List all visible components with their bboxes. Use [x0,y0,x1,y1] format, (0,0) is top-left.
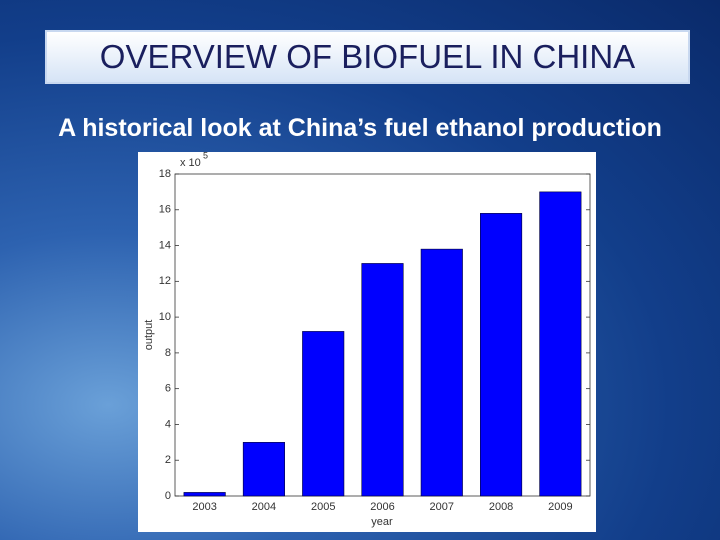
y-tick-label: 2 [165,454,171,466]
y-tick-label: 4 [165,418,171,430]
bar [420,248,463,497]
y-axis-label: output [143,320,155,351]
slide-title: OVERVIEW OF BIOFUEL IN CHINA [45,30,690,84]
bar [183,492,226,497]
x-tick-label: 2008 [489,501,513,513]
y-tick-label: 10 [159,311,171,323]
y-tick-label: 8 [165,347,171,359]
bar [302,331,345,497]
scale-label: x 10 [180,157,201,169]
bar [242,442,285,497]
scale-exponent: 5 [203,150,208,160]
slide-subtitle: A historical look at China’s fuel ethano… [58,114,662,142]
x-tick-label: 2003 [192,501,216,513]
y-tick-label: 12 [159,275,171,287]
y-tick-label: 18 [159,168,171,180]
y-tick-label: 6 [165,383,171,395]
x-tick-label: 2009 [548,501,572,513]
x-tick-label: 2004 [252,501,276,513]
y-tick-label: 0 [165,490,171,502]
x-tick-label: 2005 [311,501,335,513]
x-tick-label: 2007 [430,501,454,513]
x-axis-label: year [371,516,393,528]
x-tick-label: 2006 [370,501,394,513]
y-tick-label: 14 [159,239,171,251]
bar [480,213,523,497]
bar [361,263,404,497]
y-tick-label: 16 [159,204,171,216]
bar [539,191,582,497]
